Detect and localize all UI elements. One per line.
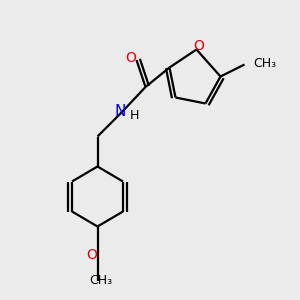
Text: CH₃: CH₃ [253,56,276,70]
Text: CH₃: CH₃ [89,274,112,287]
Text: O: O [87,248,98,262]
Text: H: H [129,109,139,122]
Text: O: O [126,52,136,65]
Text: O: O [194,39,204,53]
Text: N: N [114,103,126,118]
